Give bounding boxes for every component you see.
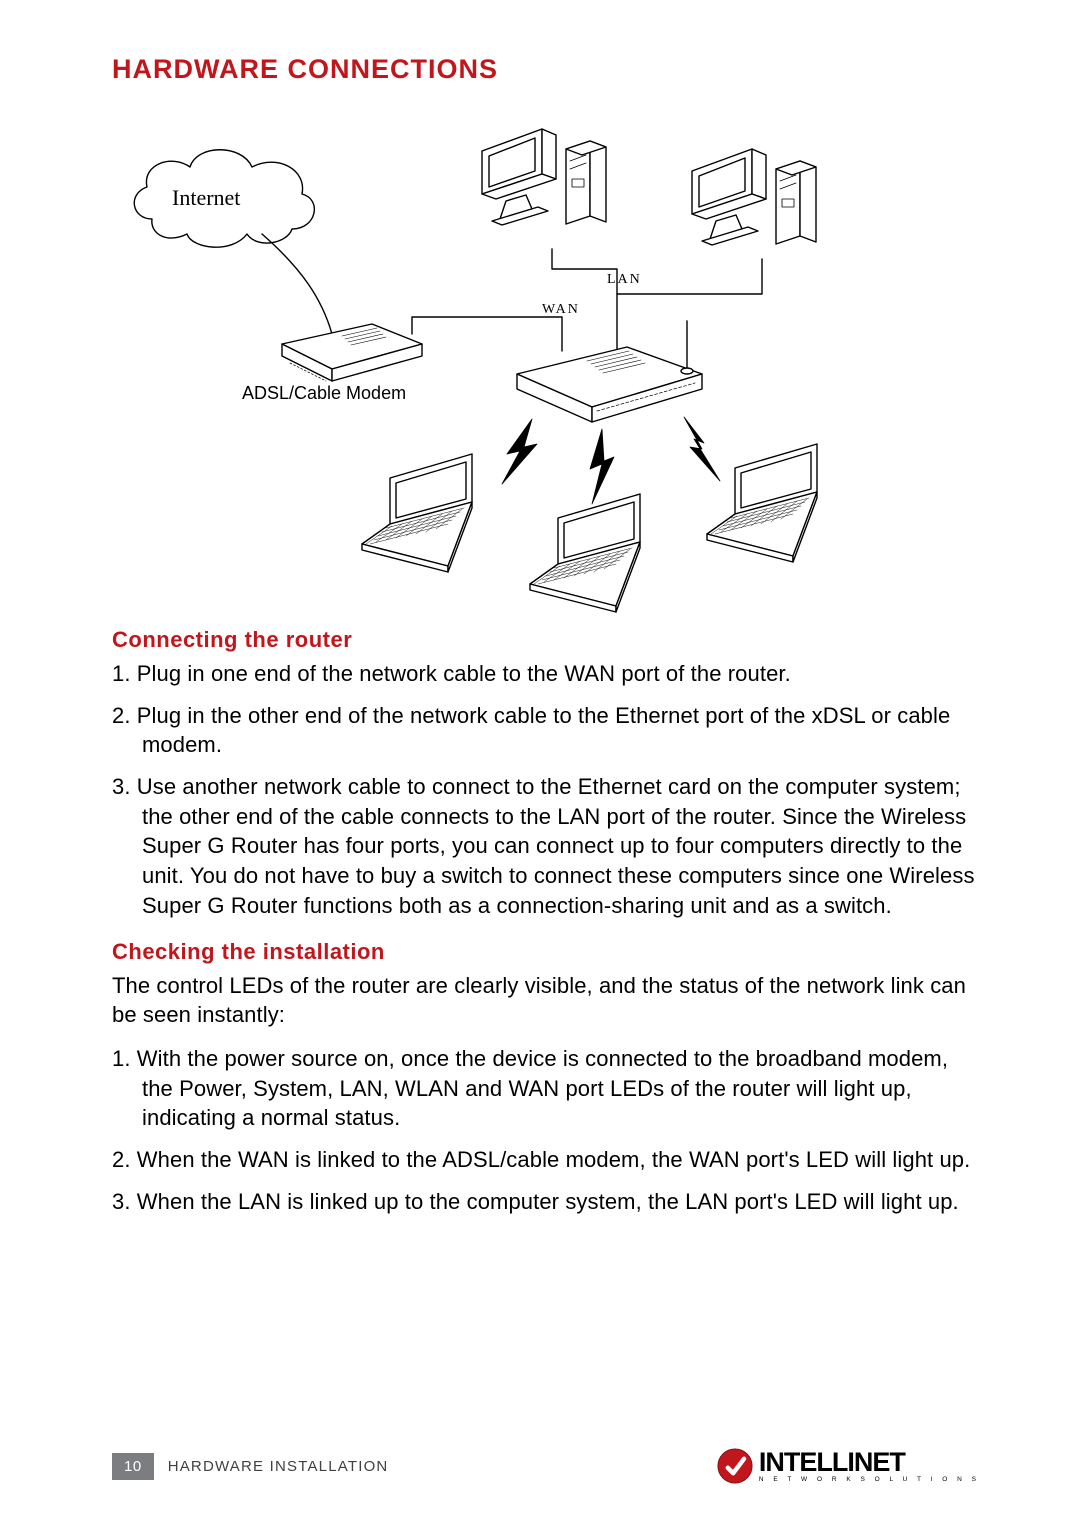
lan-label: LAN bbox=[607, 272, 642, 287]
laptop-icon bbox=[707, 444, 817, 562]
brand-tagline: N E T W O R K S O L U T I O N S bbox=[759, 1477, 980, 1484]
network-diagram: Internet ADSL/Cable Modem WAN bbox=[112, 99, 980, 619]
list-item: Plug in one end of the network cable to … bbox=[112, 659, 980, 689]
list-item: When the LAN is linked up to the compute… bbox=[112, 1187, 980, 1217]
laptop-icon bbox=[530, 494, 640, 612]
modem-label: ADSL/Cable Modem bbox=[242, 383, 406, 403]
wireless-icon bbox=[502, 417, 720, 504]
main-heading: HARDWARE CONNECTIONS bbox=[112, 54, 980, 85]
page-number: 10 bbox=[112, 1453, 154, 1480]
laptop-icon bbox=[362, 454, 472, 572]
wire-modem-router bbox=[412, 317, 562, 351]
list-item: When the WAN is linked to the ADSL/cable… bbox=[112, 1145, 980, 1175]
list-item: With the power source on, once the devic… bbox=[112, 1044, 980, 1133]
desktop-icon bbox=[692, 149, 816, 245]
connecting-steps-list: Plug in one end of the network cable to … bbox=[112, 659, 980, 921]
checking-intro: The control LEDs of the router are clear… bbox=[112, 971, 980, 1030]
wan-label: WAN bbox=[542, 302, 580, 317]
wire-cloud-modem bbox=[262, 234, 332, 334]
brand-mark-icon bbox=[717, 1448, 753, 1484]
list-item: Use another network cable to connect to … bbox=[112, 772, 980, 920]
desktop-icon bbox=[482, 129, 606, 225]
modem-icon bbox=[282, 324, 422, 381]
router-icon bbox=[517, 321, 702, 422]
brand-logo: INTELLINET N E T W O R K S O L U T I O N… bbox=[717, 1448, 980, 1484]
brand-name: INTELLINET bbox=[759, 1449, 980, 1476]
page-footer: 10 HARDWARE INSTALLATION INTELLINET N E … bbox=[0, 1436, 1080, 1496]
sub-heading-checking: Checking the installation bbox=[112, 939, 980, 965]
footer-section-label: HARDWARE INSTALLATION bbox=[168, 1458, 389, 1475]
sub-heading-connecting: Connecting the router bbox=[112, 627, 980, 653]
list-item: Plug in the other end of the network cab… bbox=[112, 701, 980, 760]
cloud-label: Internet bbox=[172, 185, 240, 210]
checking-steps-list: With the power source on, once the devic… bbox=[112, 1044, 980, 1216]
